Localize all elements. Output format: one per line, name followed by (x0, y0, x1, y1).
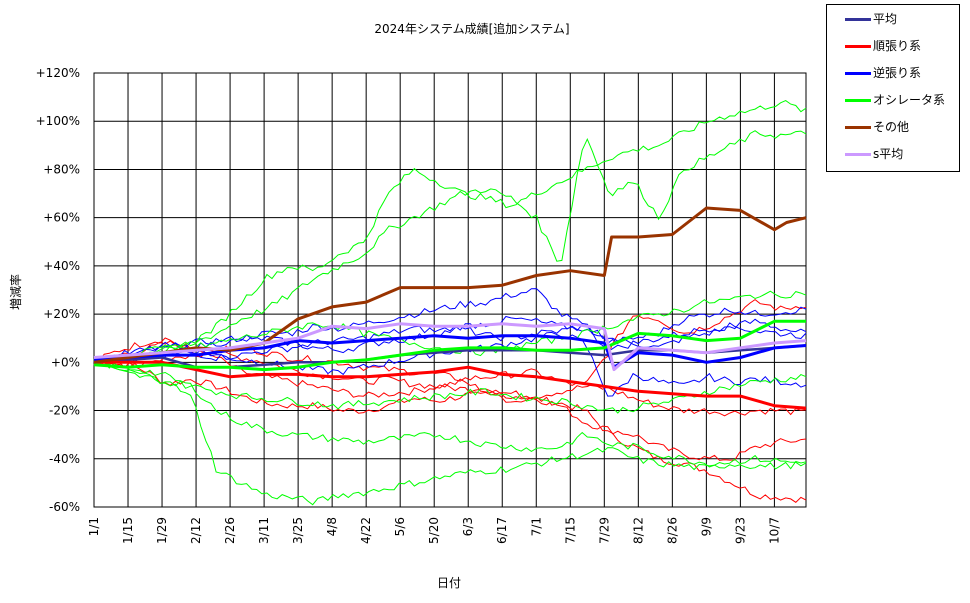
individual-line (93, 358, 807, 468)
x-axis-tick-labels: 1/1 1/15 1/29 2/12 2/26 3/11 3/25 4/8 4/22 5/6 5/2… (87, 517, 781, 544)
legend-entry: オシレータ系 (827, 92, 945, 108)
x-tick-label: 10/7 (767, 517, 781, 544)
legend-label: オシレータ系 (873, 93, 946, 107)
individual-line (93, 298, 807, 386)
individual-line (93, 331, 807, 397)
y-axis-tick-labels: -60% -40% -20% +0% +20% +40% +60% +80% +100% +120… (36, 66, 80, 514)
series-lines (93, 206, 807, 410)
legend-label: s平均 (873, 147, 904, 161)
y-tick-label: +40% (43, 259, 80, 273)
y-axis-label: 増減率 (8, 274, 23, 310)
x-tick-label: 6/3 (461, 517, 475, 536)
y-tick-label: -20% (49, 404, 80, 418)
x-tick-label: 9/9 (699, 517, 713, 536)
x-tick-label: 2/12 (189, 517, 203, 544)
x-tick-label: 1/1 (87, 517, 101, 536)
y-tick-label: +0% (51, 355, 80, 369)
series-line (94, 360, 807, 410)
x-tick-label: 5/20 (427, 517, 441, 544)
legend-entry: 平均 (827, 11, 897, 27)
legend-swatch (845, 152, 871, 156)
x-tick-label: 1/29 (155, 517, 169, 544)
x-tick-label: 3/25 (291, 517, 305, 544)
series-line (93, 206, 807, 364)
series-line (93, 334, 807, 369)
y-tick-label: +100% (36, 114, 80, 128)
legend-swatch (845, 17, 871, 21)
x-tick-label: 9/23 (733, 517, 747, 544)
legend-label: その他 (873, 120, 910, 134)
x-tick-label: 3/11 (257, 517, 271, 544)
y-tick-label: +80% (43, 162, 80, 176)
y-tick-label: +60% (43, 211, 80, 225)
legend-label: 平均 (873, 12, 898, 26)
y-tick-label: -60% (49, 500, 80, 514)
legend-entry: s平均 (827, 146, 903, 162)
legend-entry: 逆張り系 (827, 65, 921, 81)
x-tick-label: 7/1 (529, 517, 543, 536)
individual-line (93, 315, 807, 365)
y-tick-label: +120% (36, 66, 80, 80)
chart-title: 2024年システム成績[追加システム] (374, 21, 569, 36)
legend-swatch (845, 98, 871, 102)
legend-entry: 順張り系 (827, 38, 921, 54)
legend-swatch (845, 44, 871, 48)
y-tick-label: -40% (49, 452, 80, 466)
x-tick-label: 5/6 (393, 517, 407, 536)
legend-label: 順張り系 (873, 39, 922, 53)
x-tick-label: 2/26 (223, 517, 237, 544)
x-tick-label: 7/15 (563, 517, 577, 544)
legend: 平均順張り系逆張り系オシレータ系 その他 s平均 (826, 4, 960, 172)
legend-swatch (845, 71, 871, 75)
individual-system-lines (93, 100, 807, 506)
x-tick-label: 6/17 (495, 517, 509, 544)
plot-area (93, 72, 807, 508)
individual-line (93, 337, 807, 461)
y-tick-label: +20% (43, 307, 80, 321)
grid (93, 72, 807, 508)
individual-line (93, 130, 807, 364)
legend-entry: その他 (827, 119, 909, 135)
x-tick-label: 7/29 (597, 517, 611, 544)
legend-label: 逆張り系 (873, 66, 922, 80)
x-tick-label: 4/22 (359, 517, 373, 544)
x-axis-label: 日付 (437, 576, 461, 590)
x-tick-label: 1/15 (121, 517, 135, 544)
x-tick-label: 8/12 (631, 517, 645, 544)
x-tick-label: 8/26 (665, 517, 679, 544)
series-line (93, 319, 806, 372)
legend-swatch (845, 125, 871, 129)
series-line (93, 322, 807, 372)
individual-line (93, 100, 807, 365)
individual-line (93, 361, 807, 503)
individual-line (93, 361, 807, 506)
x-tick-label: 4/8 (325, 517, 339, 536)
